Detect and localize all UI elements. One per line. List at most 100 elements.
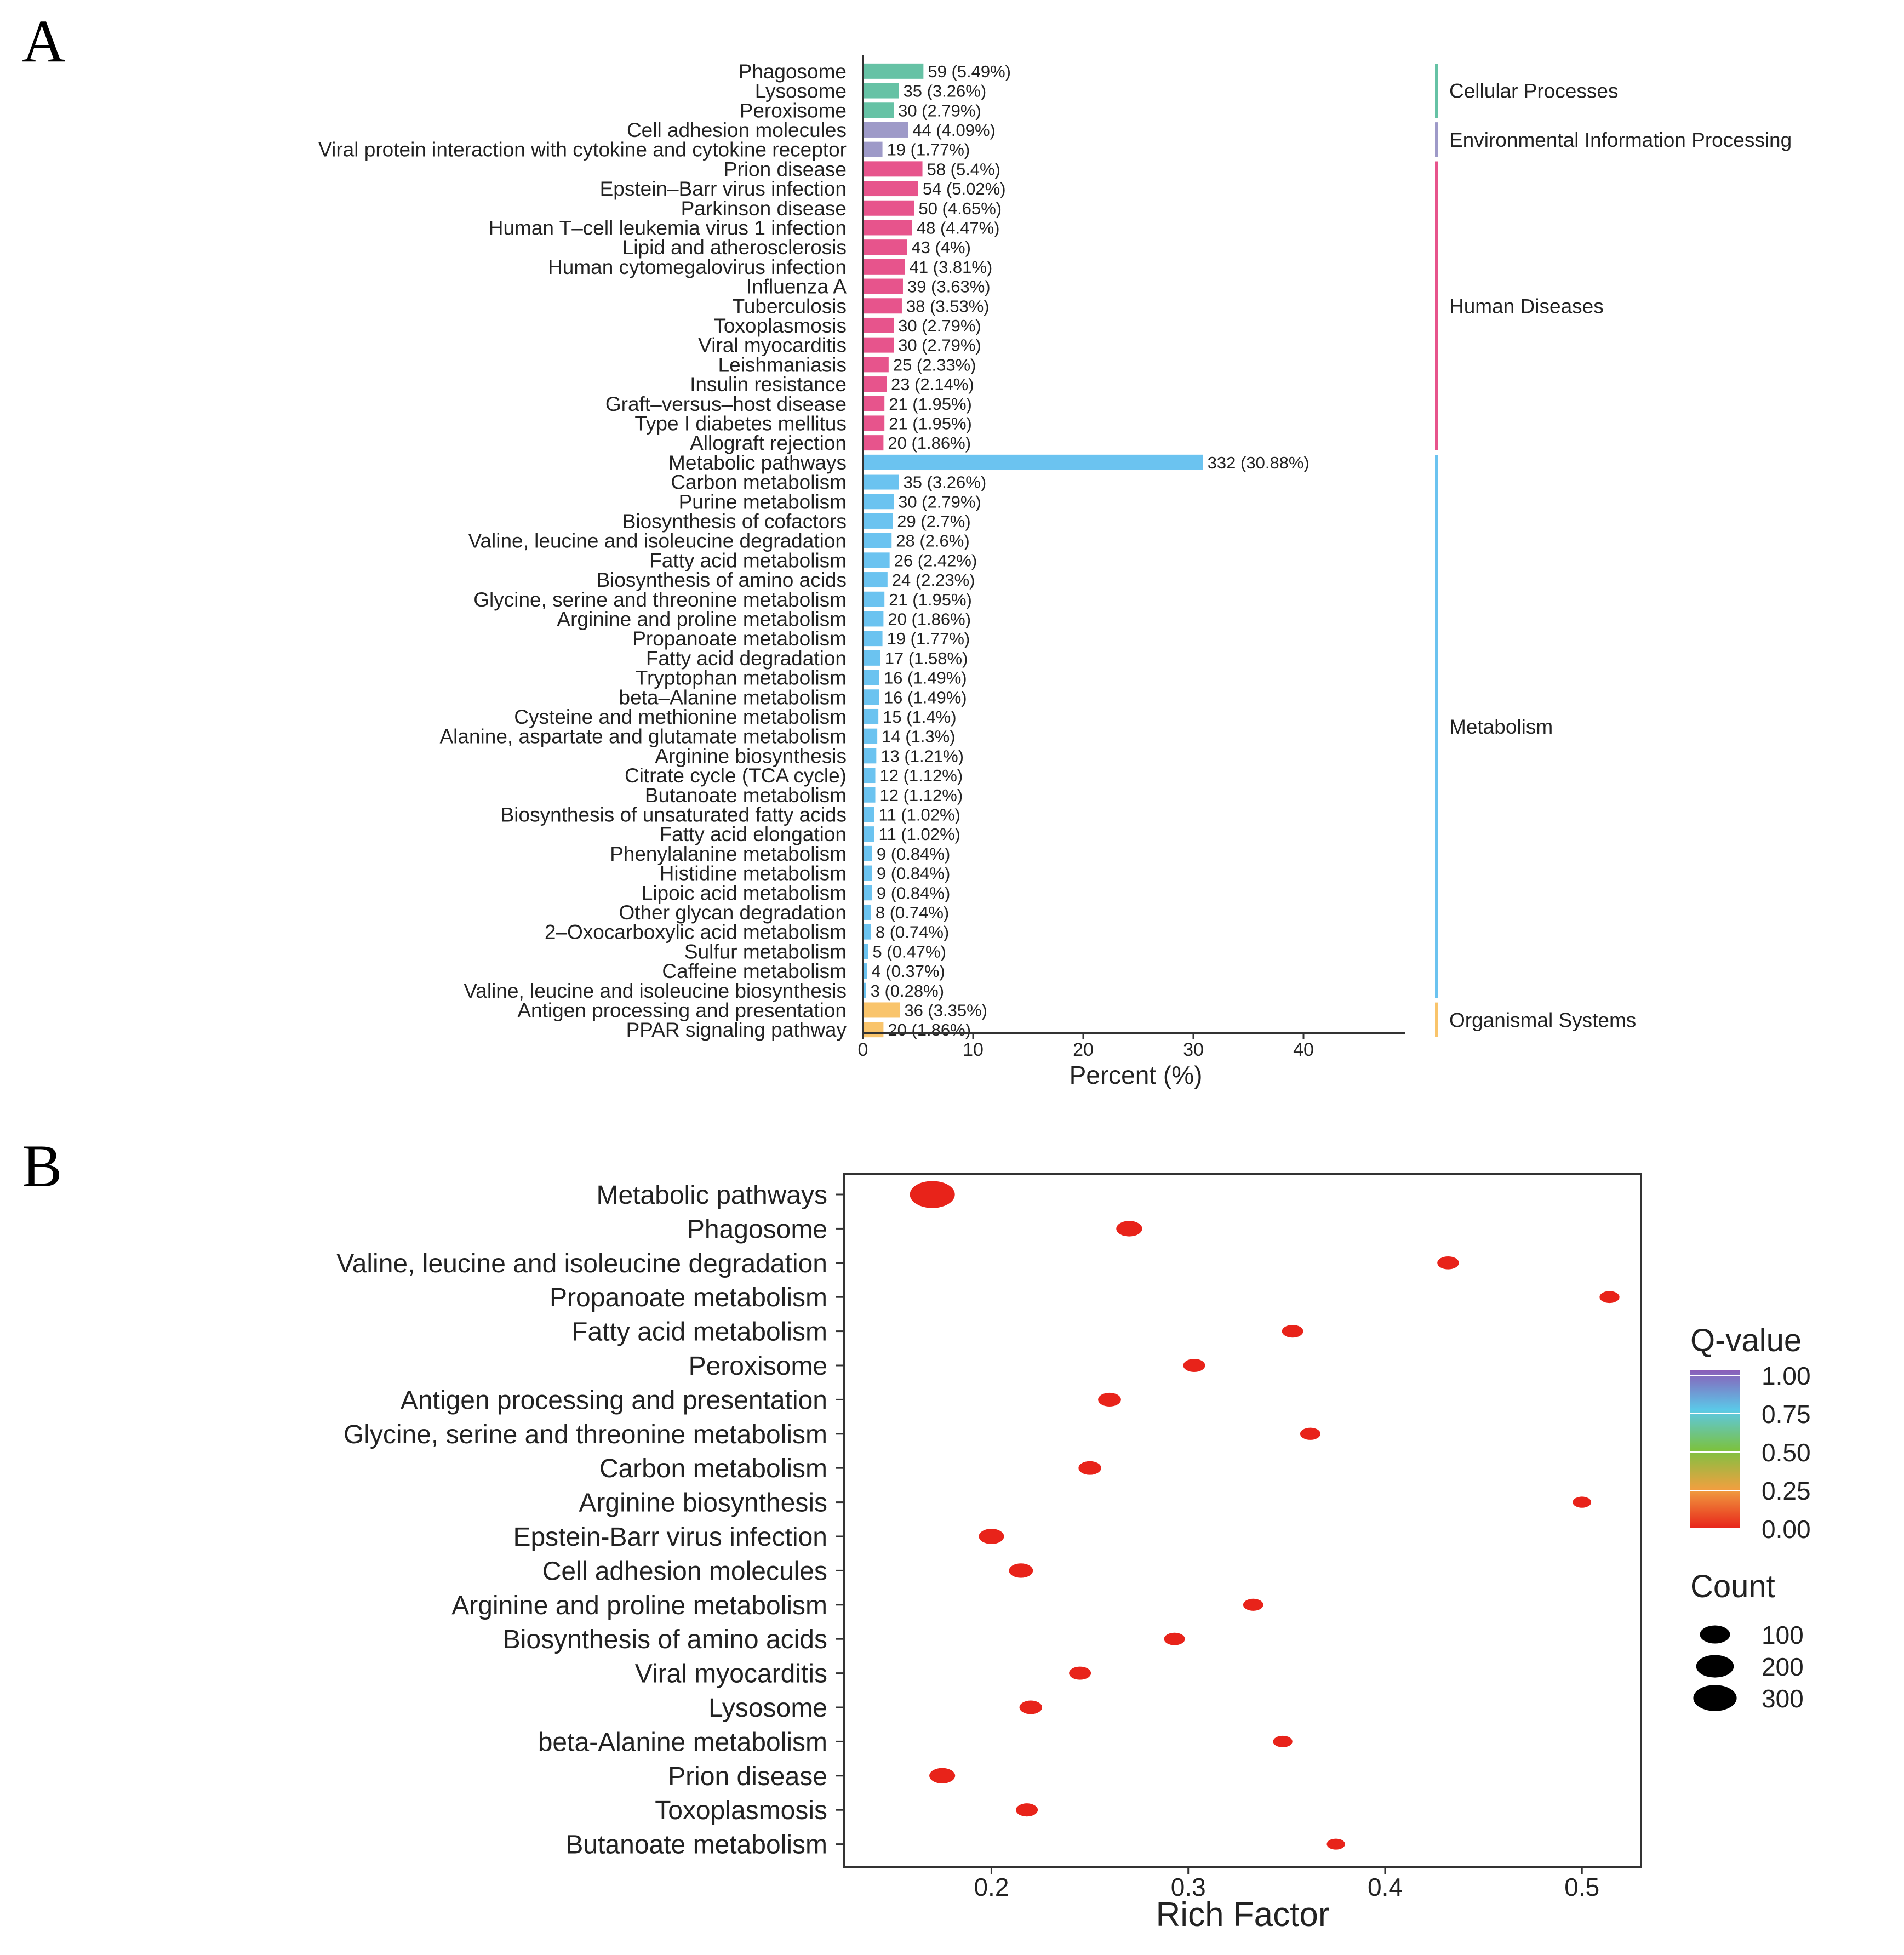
bar-value-label: 35 (3.26%) [904, 82, 987, 101]
bar-value-label: 11 (1.02%) [879, 825, 960, 844]
bar-value-label: 59 (5.49%) [928, 62, 1011, 81]
category-label: Arginine biosynthesis [579, 1489, 827, 1518]
bar-value-label: 9 (0.84%) [877, 844, 950, 864]
bar-lysosome [863, 83, 899, 99]
category-label: Antigen processing and presentation [401, 1386, 827, 1415]
bar-prion-disease [863, 161, 923, 177]
bar-value-label: 58 (5.4%) [927, 159, 1000, 179]
category-label: Valine, leucine and isoleucine degradati… [468, 530, 847, 552]
category-label: Tuberculosis [733, 295, 847, 317]
bar-ppar-signaling-pathway [863, 1022, 884, 1038]
category-label: Biosynthesis of amino acids [596, 569, 847, 591]
count-legend-label: 200 [1762, 1653, 1804, 1681]
count-legend-dot [1693, 1685, 1737, 1711]
category-label: Antigen processing and presentation [517, 999, 847, 1021]
bar-value-label: 24 (2.23%) [892, 570, 975, 590]
x-tick-label: 0.4 [1368, 1873, 1403, 1901]
point-toxoplasmosis [1016, 1803, 1038, 1817]
category-label: Viral protein interaction with cytokine … [318, 139, 847, 161]
category-label: Insulin resistance [690, 373, 847, 396]
bar-value-label: 26 (2.42%) [894, 551, 977, 570]
category-label: Toxoplasmosis [713, 315, 847, 337]
category-label: Allograft rejection [690, 432, 847, 454]
category-label: Alanine, aspartate and glutamate metabol… [440, 725, 847, 748]
category-label: Fatty acid elongation [660, 823, 847, 845]
category-label: Arginine biosynthesis [655, 745, 847, 767]
bar-alanine-aspartate-and-glutamate-metabolism [863, 728, 878, 744]
bar-caffeine-metabolism [863, 963, 867, 979]
count-legend-label: 100 [1762, 1621, 1804, 1649]
q-value-tick-label: 1.00 [1762, 1362, 1811, 1390]
bar-citrate-cycle-tca-cycle [863, 768, 876, 784]
group-label-organismal-systems: Organismal Systems [1449, 1009, 1636, 1031]
bar-value-label: 8 (0.74%) [876, 923, 949, 942]
category-label: Epstein-Barr virus infection [513, 1523, 827, 1552]
category-label: Metabolic pathways [668, 451, 847, 474]
category-label: Propanoate metabolism [550, 1283, 827, 1312]
point-prion-disease [929, 1768, 956, 1783]
bar-value-label: 3 (0.28%) [871, 981, 944, 1001]
bar-viral-myocarditis [863, 337, 894, 353]
count-legend-dot [1700, 1625, 1730, 1644]
bar-leishmaniasis [863, 357, 889, 373]
bar-type-i-diabetes-mellitus [863, 415, 885, 431]
bar-human-t-cell-leukemia-virus-1-infection [863, 220, 912, 236]
category-label: Butanoate metabolism [645, 784, 847, 807]
category-label: Phagosome [687, 1215, 827, 1244]
bar-value-label: 20 (1.86%) [888, 609, 971, 628]
bar-cell-adhesion-molecules [863, 122, 908, 138]
category-label: Phagosome [739, 60, 847, 83]
panel-b-dot-plot: Metabolic pathways Phagosome Valine, leuci… [336, 1173, 1811, 1934]
category-label: Human cytomegalovirus infection [548, 256, 847, 278]
q-value-tick-label: 0.75 [1762, 1400, 1811, 1428]
point-lysosome [1019, 1700, 1043, 1714]
category-label: Cysteine and methionine metabolism [514, 706, 847, 728]
point-glycine-serine-and-threonine-metabolism [1300, 1427, 1321, 1440]
count-legend-dot [1696, 1655, 1734, 1678]
group-label-metabolism: Metabolism [1449, 716, 1553, 738]
category-label: Fatty acid metabolism [571, 1318, 827, 1347]
bar-tuberculosis [863, 298, 902, 314]
bar-epstein-barr-virus-infection [863, 181, 918, 197]
category-label: Lipid and atherosclerosis [622, 236, 847, 259]
category-label: Butanoate metabolism [565, 1831, 827, 1860]
bar-value-label: 29 (2.7%) [897, 512, 970, 531]
count-legend-title: Count [1690, 1569, 1775, 1604]
bar-biosynthesis-of-amino-acids [863, 572, 888, 588]
point-carbon-metabolism [1078, 1461, 1101, 1475]
panel-b-letter: B [22, 1133, 62, 1199]
category-label: Lipoic acid metabolism [642, 882, 847, 904]
category-label: Graft–versus–host disease [605, 393, 847, 415]
x-tick-label: 0.2 [974, 1873, 1009, 1901]
point-biosynthesis-of-amino-acids [1164, 1632, 1185, 1645]
group-label-environmental-information-processing: Environmental Information Processing [1449, 129, 1792, 151]
bar-value-label: 16 (1.49%) [884, 668, 967, 688]
category-label: Metabolic pathways [596, 1181, 827, 1210]
category-label: Tryptophan metabolism [636, 667, 847, 689]
bar-value-label: 332 (30.88%) [1208, 453, 1310, 472]
bar-value-label: 30 (2.79%) [898, 101, 981, 120]
category-label: Arginine and proline metabolism [451, 1591, 827, 1620]
bar-value-label: 44 (4.09%) [912, 121, 996, 140]
bar-purine-metabolism [863, 494, 894, 510]
category-label: Histidine metabolism [660, 862, 847, 885]
point-butanoate-metabolism [1326, 1838, 1345, 1850]
x-tick-label: 10 [963, 1039, 984, 1060]
category-label: Peroxisome [689, 1352, 827, 1381]
category-label: Human T–cell leukemia virus 1 infection [489, 216, 847, 239]
bar-glycine-serine-and-threonine-metabolism [863, 591, 885, 607]
point-phagosome [1116, 1221, 1142, 1237]
point-valine-leucine-and-isoleucine-degradation [1437, 1256, 1459, 1270]
bar-value-label: 28 (2.6%) [896, 531, 969, 551]
bar-influenza-a [863, 278, 903, 294]
panel-a-letter: A [22, 8, 65, 75]
bar-value-label: 13 (1.21%) [880, 746, 964, 765]
count-legend-label: 300 [1762, 1684, 1804, 1713]
category-label: Sulfur metabolism [684, 940, 847, 963]
bar-value-label: 9 (0.84%) [877, 883, 950, 902]
bar-2-oxocarboxylic-acid-metabolism [863, 924, 871, 940]
category-label: Viral myocarditis [698, 334, 847, 357]
bar-lipid-and-atherosclerosis [863, 239, 907, 255]
point-epstein-barr-virus-infection [979, 1529, 1004, 1544]
